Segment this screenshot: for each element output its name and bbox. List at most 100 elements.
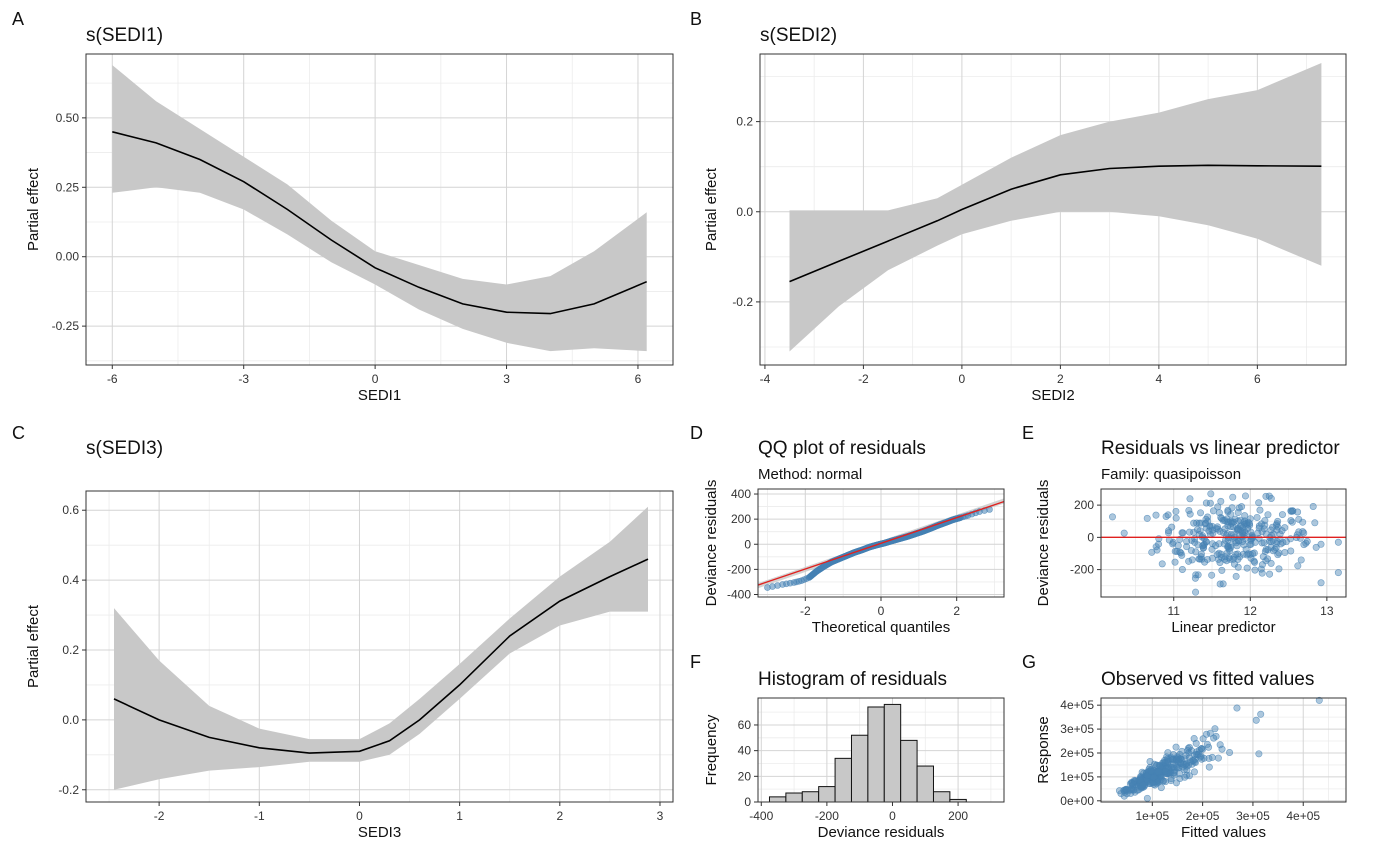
x-tick-label: 12: [1244, 604, 1258, 618]
residual-point: [1294, 562, 1302, 570]
residual-point: [1241, 492, 1249, 500]
observed-point: [1226, 748, 1234, 756]
y-tick-label: -200: [1070, 563, 1094, 577]
residual-point: [1267, 526, 1275, 534]
residual-point: [1300, 529, 1308, 537]
y-tick-label: 0.0: [736, 205, 753, 219]
y-axis-label: Partial effect: [25, 167, 42, 251]
y-axis-label: Partial effect: [703, 167, 720, 251]
panel-title: QQ plot of residuals: [758, 438, 926, 459]
residual-point: [1176, 548, 1184, 556]
observed-point: [1218, 745, 1226, 753]
x-tick-label: -4: [760, 372, 771, 386]
residual-point: [1266, 570, 1274, 578]
residual-point: [1258, 539, 1266, 547]
x-tick-label: -400: [749, 809, 773, 823]
qq-points: [764, 506, 993, 591]
residual-point: [1209, 507, 1217, 515]
x-tick-label: -3: [238, 372, 249, 386]
reference-line: [758, 500, 1004, 586]
residual-point: [1185, 506, 1193, 514]
y-tick-label: 400: [731, 487, 751, 501]
residual-point: [1191, 535, 1199, 543]
x-tick-label: -2: [858, 372, 869, 386]
panel-title: Residuals vs linear predictor: [1101, 438, 1340, 459]
residual-point: [1240, 541, 1248, 549]
observed-point: [1205, 754, 1213, 762]
residual-point: [1203, 555, 1211, 563]
x-tick-label: 1e+05: [1135, 809, 1169, 823]
observed-point: [1257, 710, 1265, 718]
y-tick-label: 0.50: [56, 111, 80, 125]
residual-point: [1224, 508, 1232, 516]
residual-point: [1275, 565, 1283, 573]
residual-point: [1204, 513, 1212, 521]
histogram-bar: [867, 706, 885, 803]
residual-point: [1247, 540, 1255, 548]
residual-point: [1287, 507, 1295, 515]
residual-point: [1238, 503, 1246, 511]
residual-point: [1179, 529, 1187, 537]
y-tick-label: 0.25: [56, 180, 80, 194]
observed-point: [1172, 743, 1180, 751]
residual-point: [1108, 513, 1116, 521]
x-tick-label: 13: [1320, 604, 1334, 618]
smooth-line: [789, 164, 1322, 283]
residual-point: [1299, 518, 1307, 526]
y-tick-label: 0: [744, 537, 751, 551]
panel-f: F Histogram of residuals -400 -200 0 200 0 20 40…: [690, 652, 1005, 841]
observed-point: [1315, 696, 1323, 704]
residual-point: [1216, 580, 1224, 588]
y-tick-label: 0.2: [62, 643, 79, 657]
panel-subtitle: Family: quasipoisson: [1101, 466, 1241, 483]
residual-point: [1272, 521, 1280, 529]
plot-frame: [1100, 697, 1347, 803]
x-tick-label: 2: [1057, 372, 1064, 386]
plot-frame: [1100, 488, 1347, 598]
plot-frame: [85, 490, 674, 803]
residual-point: [1251, 566, 1259, 574]
residual-point: [1226, 547, 1234, 555]
observed-point: [1170, 769, 1178, 777]
residual-point: [1250, 549, 1258, 557]
confidence-band: [114, 506, 648, 790]
residual-point: [1233, 542, 1241, 550]
residual-point: [1334, 569, 1342, 577]
observed-point: [1216, 741, 1224, 749]
residual-point: [1255, 499, 1263, 507]
panel-label: G: [1022, 652, 1036, 672]
observed-point: [1173, 763, 1181, 771]
residual-point: [1213, 523, 1221, 531]
x-tick-label: -200: [815, 809, 839, 823]
smooth-line: [113, 558, 649, 754]
y-tick-label: -0.2: [732, 295, 753, 309]
y-axis-label: Frequency: [703, 714, 720, 785]
observed-point: [1126, 786, 1134, 794]
x-tick-label: -1: [254, 809, 265, 823]
residual-point: [1172, 514, 1180, 522]
residual-point: [1194, 571, 1202, 579]
observed-point: [1128, 779, 1136, 787]
residual-point: [1178, 551, 1186, 559]
residual-point: [1183, 538, 1191, 546]
residual-point: [1172, 507, 1180, 515]
residual-point: [1169, 538, 1177, 546]
residual-point: [1228, 504, 1236, 512]
x-tick-label: -2: [154, 809, 165, 823]
residual-point: [1225, 518, 1233, 526]
histogram-bar: [801, 791, 820, 803]
residual-point: [1219, 529, 1227, 537]
y-tick-label: 200: [1074, 498, 1094, 512]
residual-point: [1192, 588, 1200, 596]
x-tick-label: 6: [1254, 372, 1261, 386]
x-tick-label: -2: [800, 604, 811, 618]
panel-title: s(SEDI2): [760, 25, 837, 46]
residual-point: [1258, 569, 1266, 577]
residual-point: [1297, 556, 1305, 564]
y-tick-label: -0.2: [58, 783, 79, 797]
residual-point: [1267, 494, 1275, 502]
x-tick-label: 2: [556, 809, 563, 823]
y-axis-label: Response: [1035, 716, 1052, 784]
observed-point: [1205, 743, 1213, 751]
residual-point: [1206, 499, 1214, 507]
